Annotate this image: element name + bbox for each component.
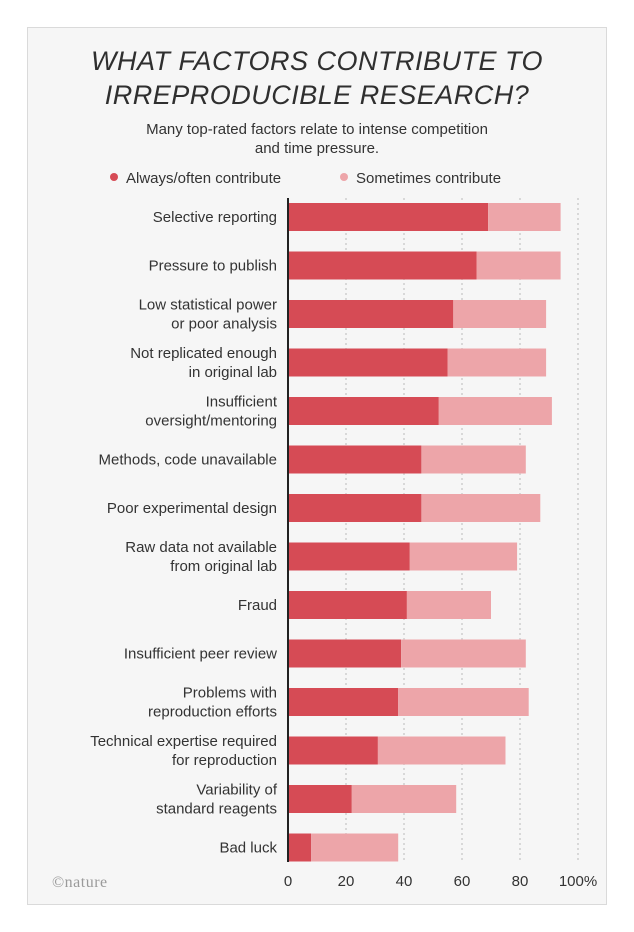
bar-always <box>288 397 439 425</box>
nature-logo: ©nature <box>52 874 108 891</box>
legend-label-always: Always/often contribute <box>126 170 282 187</box>
bar-sometimes <box>406 591 491 619</box>
bar-always <box>288 639 402 668</box>
category-label: in original lab <box>189 364 277 381</box>
bar-always <box>288 688 399 716</box>
category-label: standard reagents <box>156 801 277 818</box>
category-label: from original lab <box>170 558 277 575</box>
category-label: Insufficient peer review <box>124 646 277 663</box>
legend-dot-always <box>110 173 118 182</box>
legend-dot-sometimes <box>340 173 348 182</box>
bar-sometimes <box>447 348 547 377</box>
bar-sometimes <box>377 736 506 765</box>
x-tick-label: 40 <box>396 873 413 890</box>
category-label: Raw data not available <box>125 539 277 556</box>
bar-always <box>288 542 410 571</box>
category-label: Methods, code unavailable <box>99 452 277 469</box>
bar-always <box>288 591 407 619</box>
x-tick-label: 0 <box>284 873 292 890</box>
bar-sometimes <box>398 688 529 716</box>
bar-always <box>288 494 422 522</box>
logo-text: nature <box>64 874 108 891</box>
bar-sometimes <box>351 785 457 813</box>
category-label: Problems with <box>183 685 277 702</box>
category-label: reproduction efforts <box>148 704 277 721</box>
category-label: Poor experimental design <box>107 500 277 517</box>
bar-sometimes <box>421 445 526 474</box>
bar-sometimes <box>438 397 552 425</box>
category-label: Technical expertise required <box>90 733 277 750</box>
bar-sometimes <box>488 203 561 231</box>
category-label: Low statistical power <box>139 297 277 314</box>
bar-always <box>288 203 489 231</box>
bar-sometimes <box>409 542 518 571</box>
bar-always <box>288 251 477 280</box>
bar-always <box>288 785 352 813</box>
bar-sometimes <box>476 251 561 280</box>
chart-title-line-2: IRREPRODUCIBLE RESEARCH? <box>104 80 530 110</box>
bar-sometimes <box>453 300 547 328</box>
x-tick-label: 100% <box>559 873 597 890</box>
category-label: Bad luck <box>219 840 277 857</box>
category-label: Insufficient <box>206 394 278 411</box>
x-tick-label: 60 <box>454 873 471 890</box>
bar-always <box>288 833 312 862</box>
legend-label-sometimes: Sometimes contribute <box>356 170 502 187</box>
x-tick-label: 80 <box>512 873 529 890</box>
category-label: Not replicated enough <box>130 345 277 362</box>
category-label: Variability of <box>196 782 277 799</box>
category-label: or poor analysis <box>171 316 277 333</box>
category-label: for reproduction <box>172 752 277 769</box>
category-label: Selective reporting <box>153 209 277 226</box>
legend-item-always: Always/often contribute <box>110 170 281 187</box>
category-label: Fraud <box>238 597 277 614</box>
x-tick-label: 20 <box>338 873 355 890</box>
bar-always <box>288 445 422 474</box>
bar-sometimes <box>311 833 399 862</box>
bar-sometimes <box>421 494 541 522</box>
bar-always <box>288 736 378 765</box>
bar-always <box>288 348 448 377</box>
bar-always <box>288 300 454 328</box>
chart-subtitle-line-1: Many top-rated factors relate to intense… <box>146 121 488 138</box>
bar-sometimes <box>401 639 526 668</box>
chart-subtitle-line-2: and time pressure. <box>254 140 380 157</box>
legend-item-sometimes: Sometimes contribute <box>340 170 501 187</box>
category-label: Pressure to publish <box>149 258 277 275</box>
chart-title-line-1: WHAT FACTORS CONTRIBUTE TO <box>90 46 543 76</box>
category-label: oversight/mentoring <box>145 413 277 430</box>
